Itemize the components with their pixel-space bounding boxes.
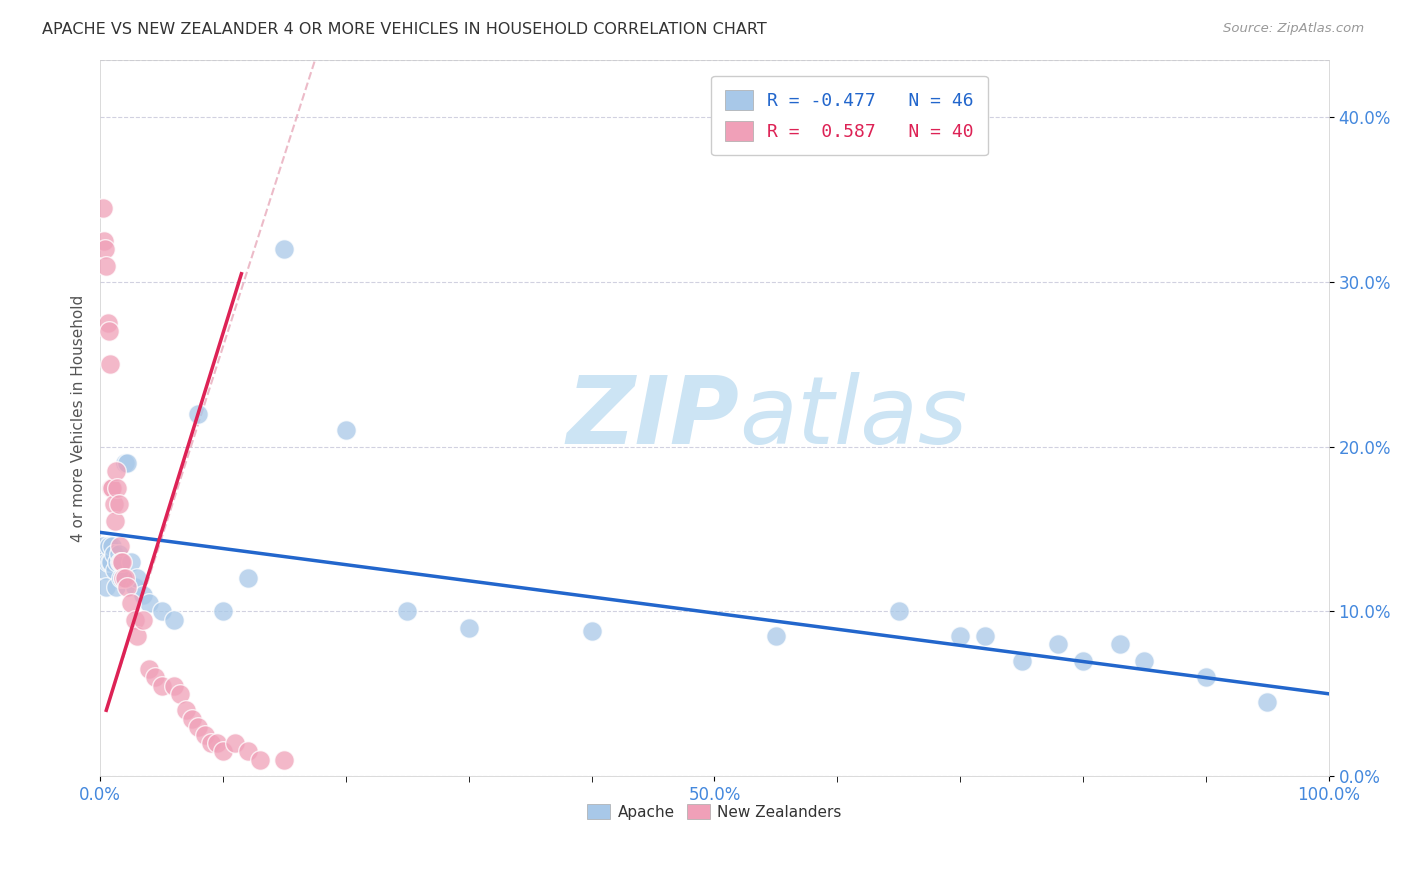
Text: ZIP: ZIP (567, 372, 740, 464)
Point (103, 497, 125, 511)
Point (138, 596, 160, 610)
Point (1071, 654, 1094, 668)
Point (96, 555, 118, 569)
Point (396, 604, 419, 618)
Point (97, 539, 120, 553)
Point (124, 613, 146, 627)
Point (96, 259, 118, 273)
Point (98, 357, 121, 371)
Point (96, 580, 118, 594)
Point (169, 687, 191, 701)
Point (107, 547, 129, 561)
Point (249, 753, 271, 767)
Point (1133, 654, 1156, 668)
Point (205, 736, 228, 750)
Point (973, 629, 995, 643)
Point (181, 712, 204, 726)
Point (132, 613, 155, 627)
Point (94, 242, 117, 256)
Point (1109, 637, 1132, 651)
Point (96, 316, 118, 330)
Point (91, 201, 114, 215)
Point (91, 539, 114, 553)
Point (94, 563, 117, 577)
Point (105, 481, 128, 495)
Point (236, 572, 259, 586)
Point (125, 629, 148, 643)
Point (132, 588, 155, 602)
Point (1047, 637, 1070, 651)
Point (115, 580, 138, 594)
Point (174, 703, 197, 717)
Point (949, 629, 972, 643)
Point (120, 596, 142, 610)
Point (1256, 695, 1278, 709)
Point (104, 563, 127, 577)
Text: APACHE VS NEW ZEALANDER 4 OR MORE VEHICLES IN HOUSEHOLD CORRELATION CHART: APACHE VS NEW ZEALANDER 4 OR MORE VEHICL… (42, 22, 766, 37)
Point (103, 547, 125, 561)
Point (187, 407, 209, 421)
Text: atlas: atlas (740, 372, 967, 463)
Point (105, 555, 128, 569)
Point (98, 555, 121, 569)
Point (150, 604, 173, 618)
Point (108, 539, 131, 553)
Point (97, 325, 120, 339)
Point (163, 679, 186, 693)
Point (212, 744, 235, 758)
Point (112, 572, 135, 586)
Point (93, 234, 115, 248)
Point (887, 604, 910, 618)
Point (110, 555, 132, 569)
Point (193, 728, 215, 742)
Point (104, 514, 127, 528)
Point (150, 679, 173, 693)
Point (212, 604, 235, 618)
Point (114, 456, 136, 470)
Point (765, 629, 787, 643)
Point (101, 481, 124, 495)
Point (125, 572, 148, 586)
Point (273, 242, 295, 256)
Point (124, 580, 146, 594)
Point (105, 465, 128, 479)
Point (200, 736, 222, 750)
Point (163, 613, 186, 627)
Point (187, 720, 209, 734)
Point (114, 572, 136, 586)
Point (105, 580, 128, 594)
Point (111, 555, 134, 569)
Point (108, 555, 131, 569)
Point (457, 621, 479, 635)
Text: Source: ZipAtlas.com: Source: ZipAtlas.com (1223, 22, 1364, 36)
Y-axis label: 4 or more Vehicles in Household: 4 or more Vehicles in Household (72, 294, 86, 541)
Point (581, 624, 603, 639)
Point (100, 555, 122, 569)
Point (100, 481, 122, 495)
Point (145, 670, 167, 684)
Point (111, 555, 134, 569)
Point (224, 736, 246, 750)
Point (110, 572, 132, 586)
Point (115, 456, 138, 470)
Legend: Apache, New Zealanders: Apache, New Zealanders (581, 797, 848, 826)
Point (1011, 654, 1033, 668)
Point (236, 744, 259, 758)
Point (112, 572, 135, 586)
Point (273, 753, 295, 767)
Point (1195, 670, 1218, 684)
Point (138, 662, 160, 676)
Point (107, 497, 129, 511)
Point (120, 555, 142, 569)
Point (335, 423, 357, 437)
Point (101, 539, 124, 553)
Point (93, 555, 115, 569)
